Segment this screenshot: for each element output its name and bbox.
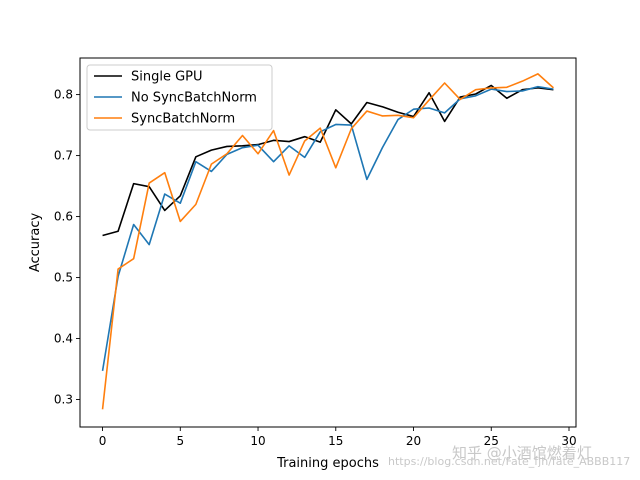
- watermark-zhihu: 知乎 @小酒馆燃着灯: [452, 444, 592, 462]
- x-tick-label-6: 30: [561, 434, 576, 448]
- plot-frame: [79, 57, 577, 428]
- y-tick-label-4: 0.7: [54, 149, 73, 163]
- watermark-url: https://blog.csdn.net/Fate_fjh/fate_ABBB…: [388, 455, 630, 468]
- y-tick-label-3: 0.6: [54, 210, 73, 224]
- ticks-layer: 0 5 10 15 20 25 30 0.3 0.4 0.5 0.6 0.7 0.8: [54, 88, 577, 448]
- y-axis-label: Accuracy: [28, 213, 43, 273]
- x-tick-label-5: 25: [484, 434, 499, 448]
- x-tick-label-4: 20: [406, 434, 421, 448]
- series-layer: [101, 73, 554, 410]
- x-tick-label-1: 5: [176, 434, 184, 448]
- legend-box: [86, 64, 273, 131]
- series-line-2: [101, 73, 554, 410]
- series-line-1: [101, 85, 554, 372]
- y-tick-label-0: 0.3: [54, 393, 73, 407]
- x-axis-label: Training epochs: [276, 456, 379, 471]
- legend-label-2: SyncBatchNorm: [131, 112, 235, 127]
- legend: Single GPU No SyncBatchNorm SyncBatchNorm: [86, 64, 273, 131]
- legend-label-1: No SyncBatchNorm: [131, 91, 257, 106]
- x-tick-label-2: 10: [250, 434, 265, 448]
- x-tick-label-0: 0: [99, 434, 107, 448]
- y-tick-label-2: 0.5: [54, 271, 73, 285]
- series-line-0: [102, 84, 554, 237]
- x-tick-label-3: 15: [328, 434, 343, 448]
- legend-label-0: Single GPU: [131, 70, 203, 85]
- y-tick-label-5: 0.8: [54, 88, 73, 102]
- y-tick-label-1: 0.4: [54, 332, 73, 346]
